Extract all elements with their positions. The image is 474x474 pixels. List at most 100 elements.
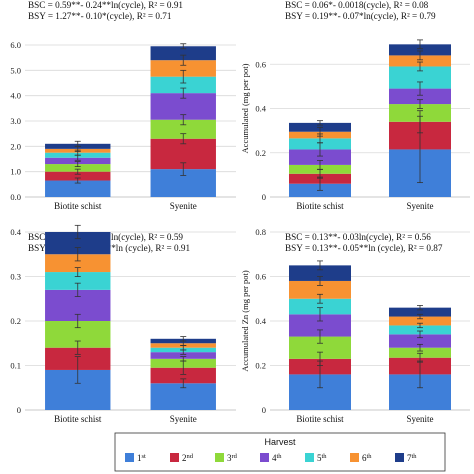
bar-segment-6th <box>289 280 351 299</box>
x-category-label: Biotite schist <box>54 414 102 424</box>
x-category-label: Syenite <box>170 414 197 424</box>
error-bar-3rd <box>317 329 323 344</box>
error-bar-1st <box>74 177 81 184</box>
bar-segment-4th <box>150 352 216 359</box>
legend-item-2nd: 2nd <box>170 453 194 463</box>
error-bar-4th <box>417 81 423 96</box>
legend-item-6th: 6th <box>350 453 372 463</box>
legend-box <box>114 432 446 472</box>
error-bar-6th <box>417 50 423 61</box>
y-tick-label: 0.4 <box>10 227 21 237</box>
error-bar-5th <box>417 322 423 329</box>
legend-swatch <box>170 453 179 462</box>
error-bar-6th <box>317 126 323 137</box>
error-bar-4th <box>317 307 323 322</box>
bar-segment-6th <box>389 316 451 326</box>
chart-panel-4: BSC = 0.13**- 0.03ln(cycle), R² = 0.56BS… <box>240 227 470 424</box>
y-tick-label: 0.6 <box>255 59 266 69</box>
y-tick-label: 1.0 <box>10 167 21 177</box>
y-tick-label: 5.0 <box>10 65 21 75</box>
error-bar-1st <box>180 162 187 176</box>
y-axis-label: Accumulated (mg per pot) <box>240 63 250 153</box>
x-category-label: Syenite <box>407 201 434 211</box>
bar-segment-3rd <box>150 119 216 139</box>
error-bar-2nd <box>317 351 323 366</box>
equation-2: BSY = 0.19**- 0.07*ln(cycle), R² = 0.79 <box>285 11 436 21</box>
bar-segment-5th <box>389 325 451 335</box>
error-bar-3rd <box>417 343 423 352</box>
error-bar-3rd <box>180 114 187 126</box>
legend-items: 1st 2nd 3rd 4th 5th 6th 7th <box>125 453 417 463</box>
legend-swatch <box>215 453 224 462</box>
legend-label: 7th <box>407 453 417 463</box>
y-tick-label: 0.3 <box>10 272 21 282</box>
bar-segment-1st <box>45 180 111 197</box>
bar-segment-7th <box>45 232 111 255</box>
legend-swatch <box>260 453 269 462</box>
error-bar-1st <box>180 378 187 389</box>
bar-segment-2nd <box>150 367 216 384</box>
error-bar-6th <box>180 54 187 66</box>
legend-label: 3rd <box>227 453 238 463</box>
legend-item-1st: 1st <box>125 453 146 463</box>
bar-segment-4th <box>389 88 451 105</box>
legend-item-4th: 4th <box>260 453 282 463</box>
equation-1: BSC = 0.59**- 0.24**ln(cycle), R² = 0.91 <box>28 0 183 10</box>
error-bar-6th <box>317 276 323 286</box>
error-bar-3rd <box>180 356 187 362</box>
chart-panel-1: BSC = 0.59**- 0.24**ln(cycle), R² = 0.91… <box>10 0 236 211</box>
equation-2: BSY = 1.27**- 0.10*(cycle), R² = 0.71 <box>28 11 172 21</box>
error-bar-7th <box>317 260 323 271</box>
error-bar-3rd <box>74 161 81 168</box>
y-tick-label: 0.1 <box>10 361 21 371</box>
error-bar-5th <box>180 69 187 84</box>
error-bar-7th <box>74 224 81 240</box>
legend-item-5th: 5th <box>305 453 327 463</box>
bar-segment-4th <box>389 334 451 348</box>
y-tick-label: 0.2 <box>255 148 266 158</box>
error-bar-2nd <box>74 168 81 175</box>
chart-panel-3: BSC = 0.083**- 0.02*ln(cycle), R² = 0.59… <box>10 224 236 424</box>
error-bar-2nd <box>180 133 187 145</box>
equation-1: BSC = 0.13**- 0.03ln(cycle), R² = 0.56 <box>285 232 431 242</box>
bar-segment-3rd <box>389 347 451 358</box>
bar-segment-7th <box>289 265 351 281</box>
bar-segment-3rd <box>289 336 351 359</box>
error-bar-4th <box>74 282 81 297</box>
error-bar-7th <box>74 140 81 147</box>
y-tick-label: 0.6 <box>255 272 266 282</box>
error-bar-5th <box>74 267 81 277</box>
error-bar-7th <box>417 305 423 311</box>
y-tick-label: 0.4 <box>255 104 266 114</box>
x-category-label: Biotite schist <box>54 201 102 211</box>
x-category-label: Syenite <box>170 201 197 211</box>
y-tick-label: 2.0 <box>10 141 21 151</box>
bar-segment-5th <box>289 298 351 315</box>
error-bar-5th <box>417 61 423 72</box>
y-tick-label: 0 <box>17 405 21 415</box>
bar-segment-5th <box>389 66 451 89</box>
legend: Harvest 1st 2nd 3rd 4th 5th 6th 7th <box>114 432 446 472</box>
bar-segment-2nd <box>45 171 111 181</box>
error-bar-1st <box>74 356 81 384</box>
bar-segment-6th <box>389 55 451 67</box>
legend-label: 2nd <box>182 453 194 463</box>
legend-item-7th: 7th <box>395 453 417 463</box>
error-bar-3rd <box>317 160 323 170</box>
equation-2: BSY = 0.13**- 0.05**ln (cycle), R² = 0.8… <box>285 243 443 253</box>
legend-item-3rd: 3rd <box>215 453 238 463</box>
chart-panel-2: BSC = 0.06*- 0.0018(cycle), R² = 0.08BSY… <box>240 0 470 211</box>
bar-segment-7th <box>389 307 451 317</box>
bar-segment-4th <box>289 149 351 165</box>
y-axis-label: Accumulated Zn (mg per pot) <box>240 270 250 372</box>
error-bar-2nd <box>417 352 423 363</box>
x-category-label: Syenite <box>407 414 434 424</box>
chart-panels: BSC = 0.59**- 0.24**ln(cycle), R² = 0.91… <box>10 0 470 424</box>
error-bar-7th <box>317 120 323 126</box>
error-bar-3rd <box>74 313 81 329</box>
y-tick-label: 0.2 <box>10 316 21 326</box>
legend-label: 5th <box>317 453 327 463</box>
error-bar-6th <box>417 313 423 320</box>
legend-title: Harvest <box>264 437 296 447</box>
bar-segment-5th <box>45 272 111 290</box>
